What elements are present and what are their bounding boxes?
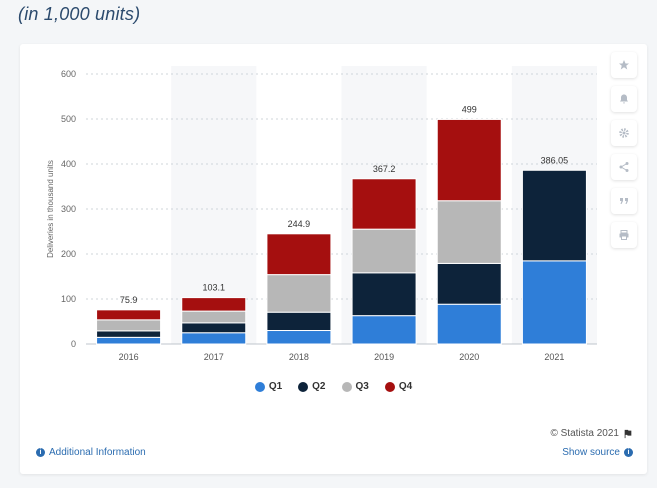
x-tick-label: 2018 — [289, 352, 309, 362]
additional-information-link[interactable]: i Additional Information — [36, 447, 146, 458]
legend-item-q2[interactable]: Q2 — [298, 381, 326, 392]
total-label: 244.9 — [288, 219, 311, 229]
additional-information-label: Additional Information — [49, 447, 146, 458]
info-icon: i — [624, 448, 633, 457]
y-tick-label: 200 — [61, 249, 76, 259]
x-tick-label: 2021 — [544, 352, 564, 362]
credit-text: © Statista 2021 — [550, 428, 619, 439]
gear-icon — [619, 128, 629, 138]
bar-q1-2020 — [436, 303, 502, 345]
chart-toolbar — [611, 52, 637, 256]
y-tick-label: 100 — [61, 294, 76, 304]
bar-q4-2020 — [436, 118, 502, 202]
show-source-label: Show source — [562, 447, 620, 458]
x-tick-label: 2017 — [204, 352, 224, 362]
share-icon — [619, 162, 629, 172]
total-label: 103.1 — [202, 283, 225, 293]
y-tick-label: 300 — [61, 204, 76, 214]
bar-q3-2020 — [436, 200, 502, 264]
bar-q1-2017 — [181, 332, 247, 345]
legend-item-q1[interactable]: Q1 — [254, 381, 283, 392]
y-tick-label: 0 — [71, 339, 76, 349]
notification-button[interactable] — [611, 86, 637, 112]
chart-subtitle: (in 1,000 units) — [18, 4, 141, 24]
chart-card: 0 100 200 300 400 500 600 Deliveries in thousan… — [20, 44, 647, 474]
favorite-button[interactable] — [611, 52, 637, 78]
chart-svg: 0 100 200 300 400 500 600 Deliveries in thousan… — [46, 66, 597, 362]
bar-q1-2018 — [266, 330, 332, 345]
bar-q2-2017 — [181, 322, 247, 334]
bar-q1-2021 — [521, 260, 587, 345]
bar-q2-2021 — [521, 169, 587, 262]
y-tick-label: 400 — [61, 159, 76, 169]
bar-q2-2020 — [436, 262, 502, 305]
total-label: 499 — [462, 104, 477, 114]
legend-label: Q4 — [398, 381, 413, 392]
bar-q3-2019 — [351, 228, 417, 274]
show-source-link[interactable]: Show source i — [562, 447, 633, 458]
bar-q3-2016 — [96, 319, 162, 332]
legend-label: Q3 — [355, 381, 369, 392]
legend-label: Q1 — [268, 381, 283, 392]
y-tick-label: 500 — [61, 114, 76, 124]
legend-label: Q2 — [312, 381, 326, 392]
bar-q3-2017 — [181, 310, 247, 324]
bar-q2-2019 — [351, 272, 417, 317]
total-label: 75.9 — [120, 295, 138, 305]
total-label: 386.05 — [541, 155, 569, 165]
flag-icon[interactable] — [623, 429, 633, 439]
statista-credit: © Statista 2021 — [550, 428, 633, 439]
print-button[interactable] — [611, 222, 637, 248]
y-axis-title: Deliveries in thousand units — [46, 160, 55, 258]
quote-icon — [620, 198, 628, 204]
x-tick-label: 2020 — [459, 352, 479, 362]
bar-q1-2019 — [351, 315, 417, 345]
legend-item-q4[interactable]: Q4 — [384, 381, 413, 392]
bar-q2-2018 — [266, 311, 332, 332]
bar-q2-2016 — [96, 330, 162, 338]
bar-q4-2019 — [351, 178, 417, 230]
print-icon — [619, 230, 629, 240]
chart-legend: Q1 Q2 Q3 Q4 — [20, 381, 647, 392]
star-icon — [619, 60, 629, 70]
legend-item-q3[interactable]: Q3 — [341, 381, 369, 392]
legend-swatch-q2 — [298, 381, 309, 392]
legend-swatch-q4 — [384, 381, 395, 392]
x-tick-label: 2019 — [374, 352, 394, 362]
y-tick-label: 600 — [61, 69, 76, 79]
bar-q4-2018 — [266, 233, 332, 276]
legend-swatch-q3 — [341, 381, 352, 392]
bar-q3-2018 — [266, 274, 332, 313]
bar-q1-2016 — [96, 336, 162, 345]
total-label: 367.2 — [373, 164, 396, 174]
bar-q4-2016 — [96, 309, 162, 321]
bar-q4-2017 — [181, 297, 247, 312]
share-button[interactable] — [611, 154, 637, 180]
cite-button[interactable] — [611, 188, 637, 214]
x-tick-label: 2016 — [119, 352, 139, 362]
bell-icon — [620, 94, 628, 104]
settings-button[interactable] — [611, 120, 637, 146]
legend-swatch-q1 — [254, 381, 265, 392]
info-icon: i — [36, 448, 45, 457]
